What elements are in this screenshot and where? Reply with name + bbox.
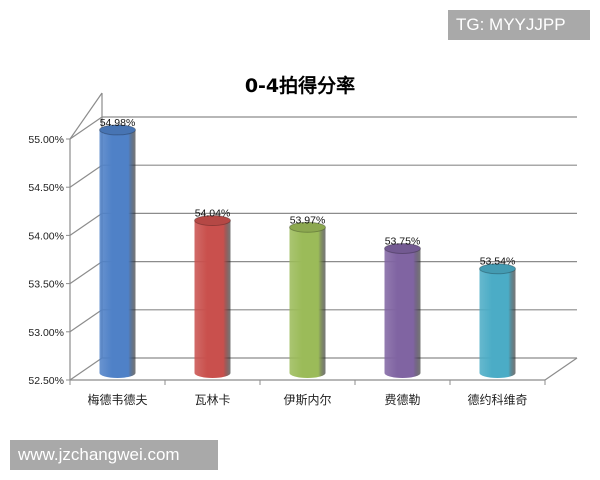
bar-top [384, 243, 421, 254]
y-tick-label: 54.00% [28, 230, 64, 242]
bar-top [99, 124, 136, 136]
bar-cylinder [194, 220, 231, 378]
watermark-top: TG: MYYJJPP [448, 10, 590, 40]
data-label: 54.04% [195, 208, 231, 220]
y-tick-label: 53.00% [28, 327, 64, 339]
bar-top [194, 215, 231, 227]
y-tick-label: 53.50% [28, 279, 64, 291]
side-gridline [69, 261, 103, 285]
x-tick-label: 瓦林卡 [194, 393, 230, 407]
y-tick-label: 52.50% [28, 375, 64, 387]
side-gridline [69, 309, 103, 333]
x-tick-label: 费德勒 [384, 392, 420, 407]
data-label: 54.98% [100, 117, 136, 129]
watermark-bottom: www.jzchangwei.com [10, 440, 218, 470]
bar-top [479, 263, 516, 275]
y-tick-label: 54.50% [28, 182, 64, 194]
side-gridline [69, 164, 103, 188]
side-gridline [69, 357, 103, 381]
chart-title: 0-4拍得分率 [245, 74, 355, 97]
bar-cylinder [99, 129, 136, 378]
data-label: 53.54% [480, 256, 516, 268]
bar-cylinder [384, 248, 421, 378]
bar-top [289, 221, 326, 233]
data-label: 53.75% [385, 236, 421, 248]
side-top-edge [69, 92, 103, 140]
x-tick-label: 德约科维奇 [467, 392, 527, 407]
floor-edge [544, 357, 578, 381]
x-tick-label: 梅德韦德夫 [87, 392, 147, 407]
x-tick-label: 伊斯内尔 [283, 392, 331, 407]
data-label: 53.97% [290, 214, 326, 226]
side-gridline [69, 116, 103, 140]
y-tick-label: 55.00% [28, 134, 64, 146]
side-gridline [69, 212, 103, 236]
bar-cylinder [479, 268, 516, 378]
bar-cylinder [289, 227, 326, 378]
